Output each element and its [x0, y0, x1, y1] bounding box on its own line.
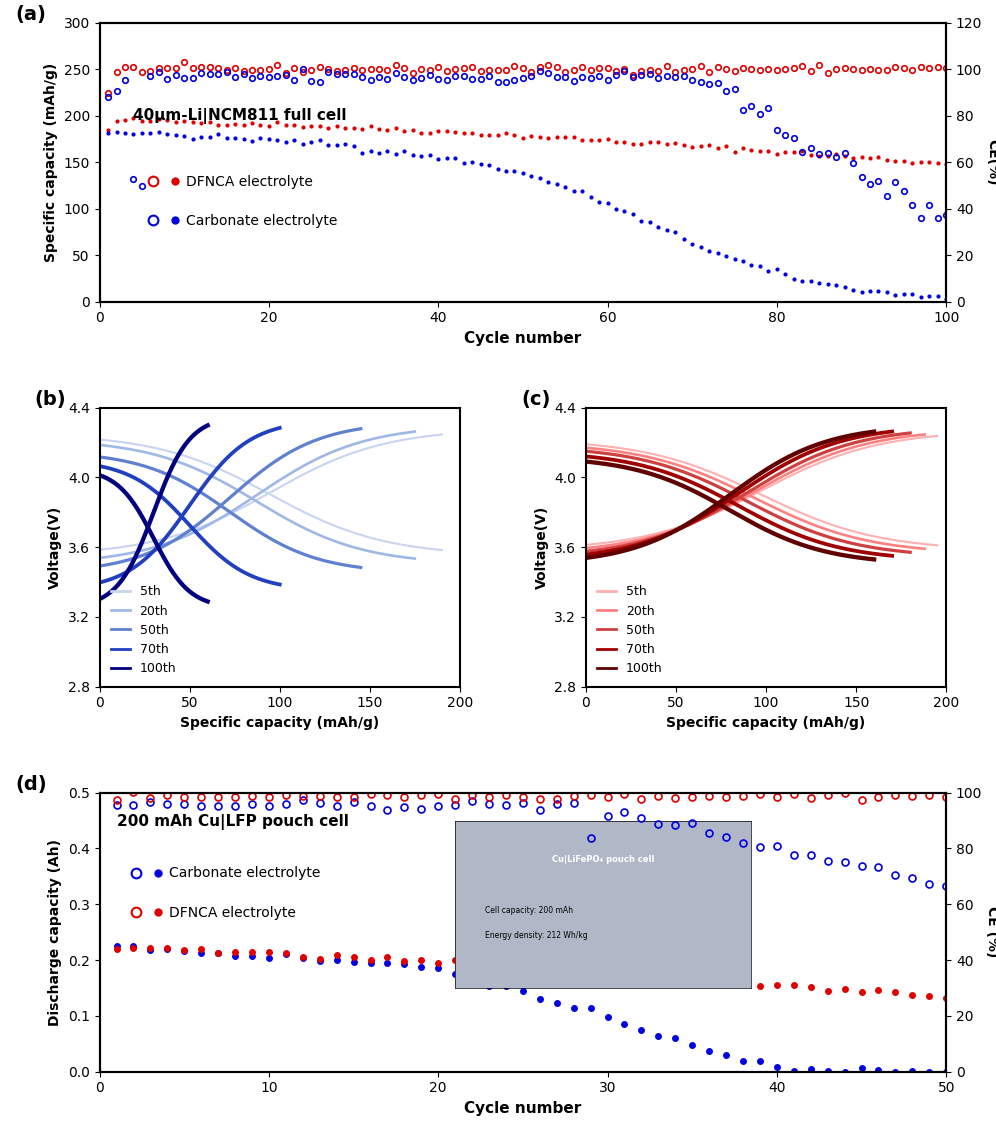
Text: (d): (d) — [15, 775, 47, 794]
Y-axis label: CE (%): CE (%) — [985, 907, 996, 958]
Text: (a): (a) — [15, 5, 46, 24]
Text: (c): (c) — [521, 390, 551, 408]
Y-axis label: Voltage(V): Voltage(V) — [49, 505, 63, 589]
X-axis label: Specific capacity (mAh/g): Specific capacity (mAh/g) — [180, 716, 379, 730]
Y-axis label: CE(%): CE(%) — [985, 139, 996, 185]
Text: 40μm-Li|NCM811 full cell: 40μm-Li|NCM811 full cell — [133, 108, 347, 124]
Legend: 5th, 20th, 50th, 70th, 100th: 5th, 20th, 50th, 70th, 100th — [593, 580, 667, 680]
Text: (b): (b) — [35, 390, 67, 408]
Text: 200 mAh Cu|LFP pouch cell: 200 mAh Cu|LFP pouch cell — [117, 814, 349, 830]
Legend: , Carbonate electrolyte: , Carbonate electrolyte — [140, 209, 344, 233]
Y-axis label: Discharge capacity (Ah): Discharge capacity (Ah) — [49, 838, 63, 1025]
Legend: 5th, 20th, 50th, 70th, 100th: 5th, 20th, 50th, 70th, 100th — [106, 580, 181, 680]
Y-axis label: Specific capacity (mAh/g): Specific capacity (mAh/g) — [44, 62, 58, 262]
X-axis label: Cycle number: Cycle number — [464, 1101, 582, 1116]
X-axis label: Cycle number: Cycle number — [464, 331, 582, 346]
Legend: , DFNCA electrolyte: , DFNCA electrolyte — [124, 900, 302, 925]
Y-axis label: Voltage(V): Voltage(V) — [535, 505, 549, 589]
X-axis label: Specific capacity (mAh/g): Specific capacity (mAh/g) — [666, 716, 866, 730]
